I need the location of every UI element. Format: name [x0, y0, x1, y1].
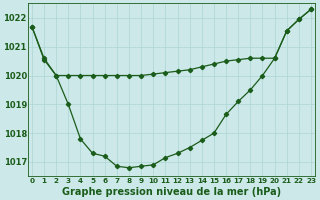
- X-axis label: Graphe pression niveau de la mer (hPa): Graphe pression niveau de la mer (hPa): [62, 187, 281, 197]
